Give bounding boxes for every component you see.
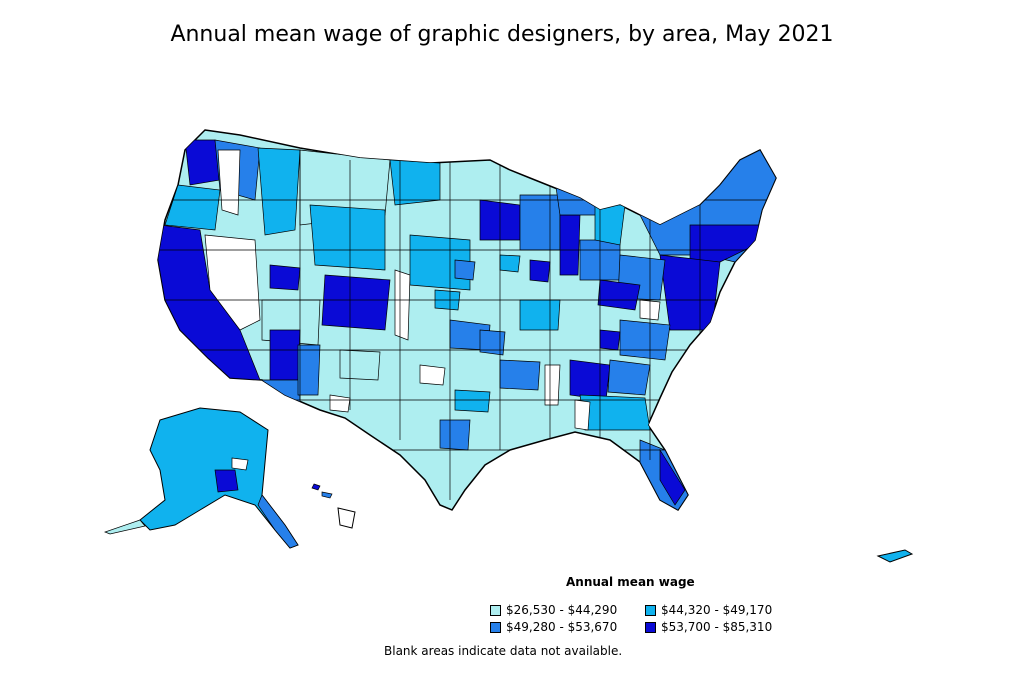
alaska-region [103,407,299,549]
map-title: Annual mean wage of graphic designers, b… [170,22,834,47]
legend-swatch-4 [645,621,656,633]
legend-label-2: $44,320 - $49,170 [661,603,773,617]
legend-item-2: $44,320 - $49,170 [645,603,772,617]
conus-regions [157,129,777,511]
legend-swatch-3 [490,621,501,633]
legend-title: Annual mean wage [566,575,695,589]
hawaii-region [311,483,356,529]
legend-item-1: $26,530 - $44,290 [490,603,617,617]
legend-swatch-1 [490,604,501,616]
legend-label-1: $26,530 - $44,290 [506,603,618,617]
legend-label-3: $49,280 - $53,670 [506,620,618,634]
legend-swatch-2 [645,604,656,616]
legend-item-3: $49,280 - $53,670 [490,620,617,634]
legend-item-4: $53,700 - $85,310 [645,620,772,634]
puerto-rico-region [876,549,914,563]
blank-areas-note: Blank areas indicate data not available. [384,644,623,658]
legend-label-4: $53,700 - $85,310 [661,620,773,634]
